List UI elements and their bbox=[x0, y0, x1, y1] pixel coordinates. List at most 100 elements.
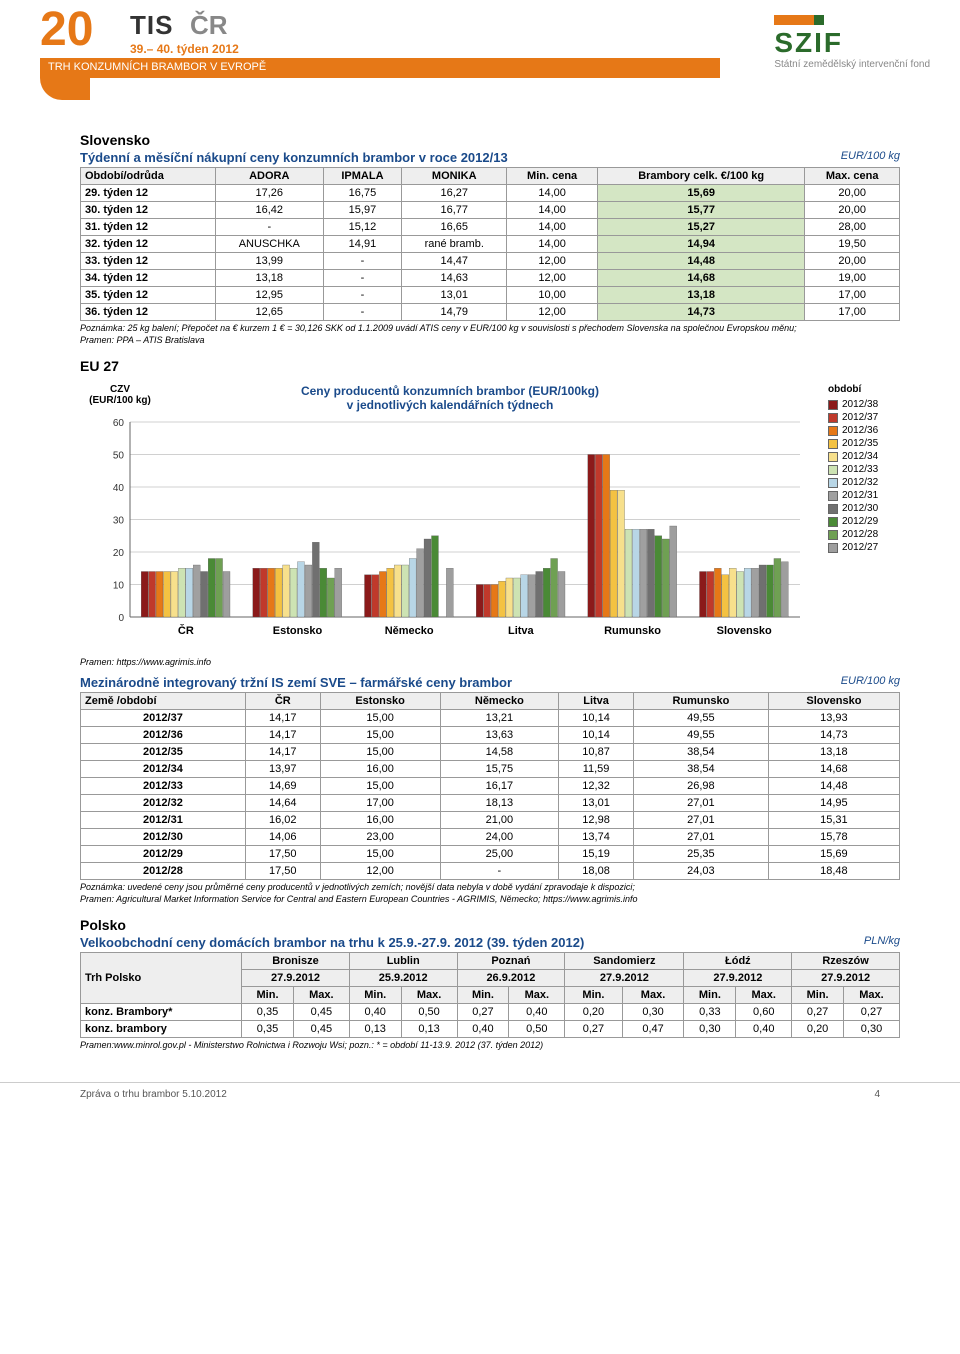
table-cell: 17,00 bbox=[805, 287, 900, 304]
table-cell: 49,55 bbox=[633, 710, 768, 727]
legend-label: 2012/27 bbox=[842, 542, 878, 553]
legend-label: 2012/35 bbox=[842, 438, 878, 449]
table-header: Bronisze bbox=[242, 953, 350, 970]
table-header: Rzeszów bbox=[792, 953, 900, 970]
table-header: Min. bbox=[349, 987, 401, 1004]
table-header: Min. bbox=[565, 987, 622, 1004]
legend-swatch bbox=[828, 426, 838, 436]
logo-20: 20 bbox=[40, 8, 93, 51]
szif-subtitle: Státní zemědělský intervenční fond bbox=[774, 59, 930, 70]
page-footer: Zpráva o trhu brambor 5.10.2012 4 bbox=[0, 1082, 960, 1106]
table-row: 2012/3413,9716,0015,7511,5938,5414,68 bbox=[81, 761, 900, 778]
table-cell: 0,40 bbox=[349, 1004, 401, 1021]
legend-swatch bbox=[828, 400, 838, 410]
legend-swatch bbox=[828, 491, 838, 501]
table-cell: 16,42 bbox=[215, 202, 323, 219]
legend-item: 2012/29 bbox=[828, 516, 900, 527]
table-cell: - bbox=[323, 304, 402, 321]
table-cell: 14,69 bbox=[245, 778, 320, 795]
table-cell: 49,55 bbox=[633, 727, 768, 744]
table-cell: 2012/30 bbox=[81, 829, 246, 846]
table-cell: 15,69 bbox=[768, 846, 899, 863]
table-cell: 0,30 bbox=[844, 1021, 900, 1038]
table-cell: 13,01 bbox=[559, 795, 634, 812]
table-cell: - bbox=[323, 287, 402, 304]
table-cell: 15,00 bbox=[320, 778, 440, 795]
table-header: Min. cena bbox=[507, 168, 598, 185]
legend-item: 2012/38 bbox=[828, 399, 900, 410]
table-cell: 0,35 bbox=[242, 1021, 294, 1038]
legend-label: 2012/37 bbox=[842, 412, 878, 423]
table-cell: 19,50 bbox=[805, 236, 900, 253]
table-cell: 12,32 bbox=[559, 778, 634, 795]
table-cell: 12,98 bbox=[559, 812, 634, 829]
table-cell: 14,68 bbox=[598, 270, 805, 287]
table-cell: 33. týden 12 bbox=[81, 253, 216, 270]
svg-text:ČR: ČR bbox=[178, 624, 194, 637]
table-cell: 14,64 bbox=[245, 795, 320, 812]
table-cell: 14,17 bbox=[245, 710, 320, 727]
table-row: 2012/3314,6915,0016,1712,3226,9814,48 bbox=[81, 778, 900, 795]
table-cell: 0,40 bbox=[509, 1004, 565, 1021]
table-header: Poznań bbox=[457, 953, 565, 970]
agrimis-subtitle-text: Mezinárodně integrovaný tržní IS zemí SV… bbox=[80, 675, 512, 690]
table-cell: 13,21 bbox=[440, 710, 559, 727]
poland-note: Pramen:www.minrol.gov.pl - Ministerstwo … bbox=[80, 1040, 900, 1052]
legend-label: 2012/34 bbox=[842, 451, 878, 462]
table-cell: 10,14 bbox=[559, 727, 634, 744]
banner-title: TRH KONZUMNÍCH BRAMBOR V EVROPĚ bbox=[40, 58, 720, 78]
table-cell: 16,77 bbox=[402, 202, 507, 219]
table-cell: 17,00 bbox=[805, 304, 900, 321]
poland-subtitle: Velkoobchodní ceny domácích brambor na t… bbox=[80, 935, 900, 950]
table-cell: - bbox=[215, 219, 323, 236]
table-cell: 36. týden 12 bbox=[81, 304, 216, 321]
table-cell: 12,00 bbox=[507, 253, 598, 270]
table-cell: 38,54 bbox=[633, 744, 768, 761]
eu27-chart: CZV (EUR/100 kg) Ceny producentů konzumn… bbox=[80, 384, 900, 647]
poland-title: Polsko bbox=[80, 917, 900, 933]
table-header: Łódź bbox=[684, 953, 792, 970]
legend-swatch bbox=[828, 478, 838, 488]
table-cell: - bbox=[323, 270, 402, 287]
table-cell: 28,00 bbox=[805, 219, 900, 236]
legend-swatch bbox=[828, 439, 838, 449]
table-cell: 12,00 bbox=[507, 304, 598, 321]
table-cell: 17,26 bbox=[215, 185, 323, 202]
table-cell: 14,94 bbox=[598, 236, 805, 253]
table-cell: 21,00 bbox=[440, 812, 559, 829]
table-cell: 18,48 bbox=[768, 863, 899, 880]
table-cell: konz. Brambory* bbox=[81, 1004, 242, 1021]
table-row: 34. týden 1213,18-14,6312,0014,6819,00 bbox=[81, 270, 900, 287]
table-cell: 29. týden 12 bbox=[81, 185, 216, 202]
table-cell: 0,27 bbox=[792, 1004, 844, 1021]
legend-swatch bbox=[828, 517, 838, 527]
table-cell: 0,35 bbox=[242, 1004, 294, 1021]
logo-tis: TIS bbox=[130, 10, 173, 41]
svg-text:Slovensko: Slovensko bbox=[717, 625, 772, 637]
table-cell: 34. týden 12 bbox=[81, 270, 216, 287]
table-header: 27.9.2012 bbox=[565, 970, 684, 987]
table-row: 2012/3014,0623,0024,0013,7427,0115,78 bbox=[81, 829, 900, 846]
table-cell: 17,00 bbox=[320, 795, 440, 812]
legend-swatch bbox=[828, 465, 838, 475]
table-cell: 2012/32 bbox=[81, 795, 246, 812]
table-cell: 14,79 bbox=[402, 304, 507, 321]
legend-item: 2012/37 bbox=[828, 412, 900, 423]
table-cell: 2012/34 bbox=[81, 761, 246, 778]
table-cell: 14,48 bbox=[598, 253, 805, 270]
table-header: Max. bbox=[736, 987, 792, 1004]
table-cell: 14,00 bbox=[507, 236, 598, 253]
table-cell: 15,00 bbox=[320, 710, 440, 727]
table-header: Min. bbox=[242, 987, 294, 1004]
table-cell: 14,17 bbox=[245, 744, 320, 761]
svg-text:30: 30 bbox=[113, 516, 125, 527]
legend-title: období bbox=[828, 384, 900, 395]
table-header: Lublin bbox=[349, 953, 457, 970]
legend-label: 2012/32 bbox=[842, 477, 878, 488]
table-cell: 0,33 bbox=[684, 1004, 736, 1021]
table-header: 27.9.2012 bbox=[684, 970, 792, 987]
table-cell: 16,27 bbox=[402, 185, 507, 202]
table-cell: 13,99 bbox=[215, 253, 323, 270]
legend-label: 2012/36 bbox=[842, 425, 878, 436]
table-cell: 20,00 bbox=[805, 253, 900, 270]
